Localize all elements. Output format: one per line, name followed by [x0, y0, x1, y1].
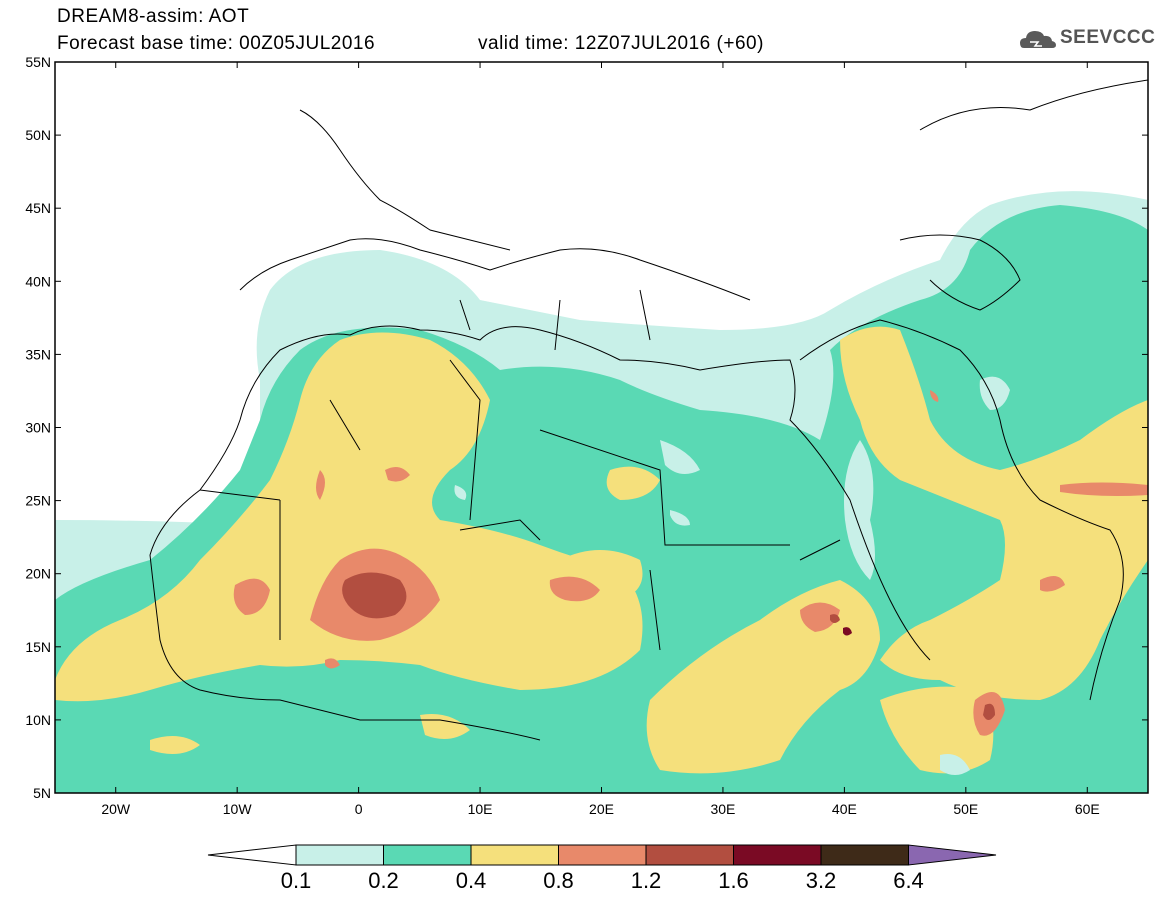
cloud-logo-icon: [1020, 31, 1056, 48]
lat-label: 45N: [25, 200, 51, 216]
valid-time-label: valid time: 12Z07JUL2016 (+60): [478, 33, 764, 54]
colorbar-over-arrow: [908, 844, 997, 866]
lat-label: 15N: [25, 639, 51, 655]
lon-label: 50E: [953, 801, 978, 817]
map-title: DREAM8-assim: AOT: [57, 6, 250, 27]
lon-labels: 20W 10W 0 10E 20E 30E 40E 50E 60E: [101, 62, 1100, 817]
colorbar-label: 1.2: [630, 868, 662, 893]
colorbar-swatch: [295, 844, 384, 866]
lon-label: 0: [355, 801, 363, 817]
lat-label: 50N: [25, 127, 51, 143]
colorbar: [207, 844, 997, 866]
coastlines: [149, 79, 1148, 741]
lon-label: 60E: [1075, 801, 1100, 817]
lat-label: 30N: [25, 420, 51, 436]
lat-label: 55N: [25, 54, 51, 70]
lat-label: 20N: [25, 566, 51, 582]
lat-label: 5N: [33, 785, 51, 801]
lon-label: 10W: [223, 801, 253, 817]
lon-label: 40E: [832, 801, 857, 817]
lat-label: 35N: [25, 346, 51, 362]
colorbar-label: 0.2: [368, 868, 399, 893]
colorbar-swatch: [733, 844, 822, 866]
colorbar-label: 3.2: [805, 868, 837, 893]
aot-contour-0.1-inner: [454, 376, 1010, 775]
lat-label: 10N: [25, 712, 51, 728]
aot-field: [55, 62, 1148, 793]
colorbar-label: 0.8: [543, 868, 574, 893]
lon-label: 20W: [101, 801, 131, 817]
lat-label: 25N: [25, 493, 51, 509]
colorbar-swatch: [470, 844, 559, 866]
logo-text: SEEVCCC: [1060, 27, 1156, 48]
colorbar-under-arrow: [207, 844, 297, 866]
colorbar-label: 6.4: [893, 868, 924, 893]
colorbar-label: 0.1: [280, 868, 312, 893]
lon-label: 10E: [468, 801, 493, 817]
lat-label: 40N: [25, 273, 51, 289]
colorbar-label: 0.4: [455, 868, 487, 893]
colorbar-swatch: [558, 844, 647, 866]
colorbar-swatch: [645, 844, 734, 866]
lat-labels: 55N 50N 45N 40N 35N 30N 25N 20N 15N 10N 5N: [25, 54, 1148, 801]
colorbar-label: 1.6: [718, 868, 749, 893]
aot-contour-1.6: [843, 627, 852, 636]
colorbar-swatch: [820, 844, 909, 866]
lon-label: 20E: [589, 801, 614, 817]
lon-label: 30E: [710, 801, 735, 817]
base-time-label: Forecast base time: 00Z05JUL2016: [57, 33, 376, 54]
colorbar-swatch: [383, 844, 472, 866]
